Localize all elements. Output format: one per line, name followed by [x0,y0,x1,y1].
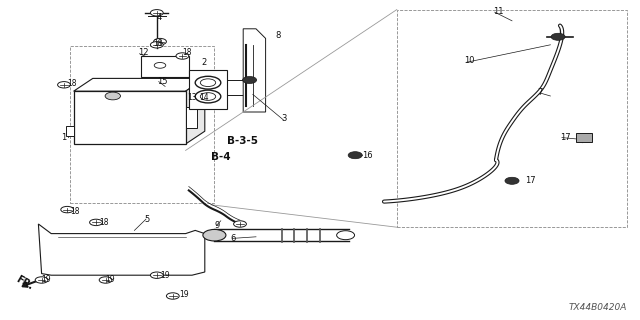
Circle shape [195,90,221,103]
Text: 18: 18 [182,48,192,57]
Text: 19: 19 [106,276,115,284]
Circle shape [505,177,519,184]
Circle shape [61,206,74,213]
Text: 1: 1 [61,133,66,142]
Text: 3: 3 [282,114,287,123]
Circle shape [203,229,226,241]
Polygon shape [74,78,205,91]
Text: 17: 17 [525,176,536,185]
Text: 16: 16 [362,151,372,160]
Circle shape [176,53,189,59]
Text: 18: 18 [99,218,109,227]
Text: FR.: FR. [14,274,35,292]
Polygon shape [186,107,197,128]
Circle shape [337,231,355,240]
Circle shape [150,10,163,16]
Text: B-4: B-4 [211,152,231,162]
Circle shape [154,62,166,68]
Circle shape [105,92,120,100]
Circle shape [58,82,70,88]
Bar [70,46,214,203]
Circle shape [166,293,179,299]
Text: 11: 11 [493,7,503,16]
Text: TX44B0420A: TX44B0420A [569,303,627,312]
Text: 5: 5 [144,215,149,224]
Polygon shape [38,224,205,275]
Circle shape [551,33,565,40]
Bar [214,229,349,241]
Bar [141,56,189,77]
Circle shape [234,221,246,227]
Text: 2: 2 [202,58,207,67]
Text: 14: 14 [200,93,209,102]
Circle shape [150,272,163,278]
Text: 18: 18 [70,207,80,216]
Circle shape [90,219,102,226]
Text: 4: 4 [157,13,162,22]
Bar [74,91,186,144]
Text: 19: 19 [42,276,51,284]
Circle shape [195,76,221,89]
Text: 18: 18 [154,39,163,48]
Circle shape [348,152,362,159]
Circle shape [99,277,112,283]
Circle shape [243,76,257,84]
Text: 19: 19 [160,271,170,280]
Polygon shape [243,29,266,112]
Text: 18: 18 [67,79,77,88]
Polygon shape [576,133,592,142]
Text: 6: 6 [230,234,236,243]
Text: B-3-5: B-3-5 [227,136,258,146]
Polygon shape [186,78,205,144]
Circle shape [200,79,216,86]
Bar [397,10,627,227]
Circle shape [35,277,48,283]
Text: 17: 17 [560,133,571,142]
Text: 19: 19 [179,290,189,299]
Text: 9: 9 [214,221,220,230]
Circle shape [200,93,216,100]
Circle shape [154,38,166,45]
Bar [189,70,227,109]
Circle shape [150,42,163,48]
Text: 10: 10 [464,56,474,65]
Polygon shape [66,125,74,136]
Text: 8: 8 [275,31,280,40]
Text: 13: 13 [187,93,196,102]
Text: 12: 12 [138,48,148,57]
Text: 15: 15 [157,77,167,86]
Text: 7: 7 [538,88,543,97]
